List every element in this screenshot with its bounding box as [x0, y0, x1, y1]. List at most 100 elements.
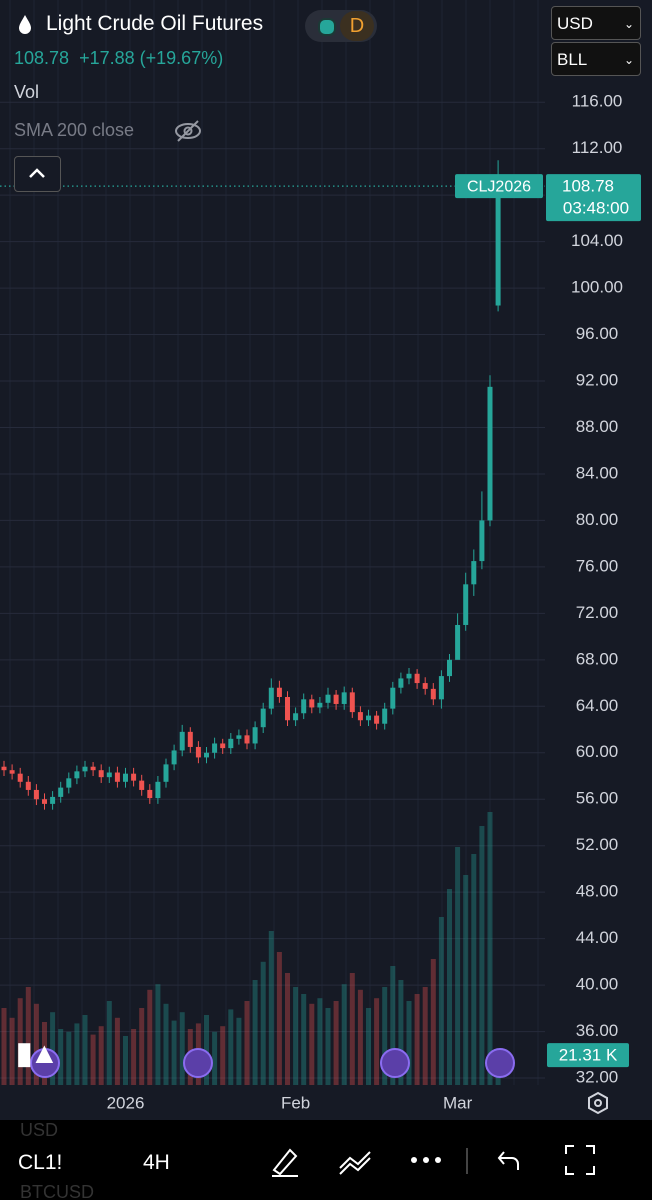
- volume-bar: [309, 1003, 315, 1085]
- volume-bar: [220, 1026, 226, 1085]
- chart: 32.00 36.00 40.00 44.00 48.00 52.00 56.00 60.00…: [0, 0, 652, 1120]
- candle-body: [33, 789, 39, 800]
- drop-icon: [19, 15, 31, 34]
- volume-bar: [398, 980, 404, 1085]
- volume-bar: [479, 826, 485, 1085]
- symbol-tag: [455, 174, 543, 199]
- candle-body: [155, 781, 161, 799]
- candle-body: [341, 692, 347, 704]
- candle-body: [25, 781, 31, 790]
- candle-body: [455, 624, 461, 660]
- volume-bar: [414, 994, 420, 1085]
- y-tick-label: 76.00: [576, 556, 619, 575]
- volume-bar: [301, 994, 307, 1085]
- plot-bg: [0, 0, 652, 1120]
- candle-body: [317, 702, 323, 708]
- x-tick-label: Mar: [443, 1093, 473, 1112]
- event-marker[interactable]: [380, 1048, 410, 1078]
- y-tick-label: 72.00: [576, 603, 619, 622]
- volume-bar: [9, 1017, 15, 1085]
- settings-icon[interactable]: [588, 1091, 608, 1115]
- candle-body: [171, 750, 177, 765]
- sma-indicator[interactable]: SMA 200 close: [14, 120, 135, 140]
- y-tick-label: 100.00: [571, 278, 623, 297]
- volume-bar: [260, 961, 266, 1085]
- vol-indicator[interactable]: Vol: [14, 82, 40, 102]
- unit-select[interactable]: BLL ⌄: [551, 42, 641, 76]
- more-icon[interactable]: [408, 1150, 444, 1170]
- candle-body: [357, 712, 363, 721]
- volume-bar: [123, 1036, 128, 1085]
- candle-body: [98, 770, 104, 778]
- candle-body: [268, 687, 274, 709]
- settings-icon-dot: [594, 1099, 602, 1107]
- volume-bar: [366, 1008, 371, 1085]
- interval-badge: D: [340, 11, 374, 41]
- volume-bar: [33, 1003, 39, 1085]
- candle-body: [301, 699, 307, 714]
- candle-body: [390, 687, 396, 709]
- candle-body: [430, 688, 436, 700]
- volume-bar: [171, 1020, 177, 1085]
- candle-body: [42, 799, 47, 804]
- volume-bar: [252, 980, 258, 1085]
- volume-bar: [349, 973, 355, 1085]
- candle-body: [406, 673, 412, 679]
- candle-body: [195, 746, 201, 758]
- candle-body: [114, 772, 120, 782]
- candle-body: [9, 770, 15, 774]
- symbol-tag-text: CLJ2026: [467, 178, 531, 195]
- volume-bar: [325, 1008, 331, 1085]
- volume-bar: [471, 854, 477, 1085]
- volume-bar: [333, 1001, 339, 1085]
- event-marker[interactable]: [485, 1048, 515, 1078]
- price-tag: [546, 174, 641, 222]
- candle-body: [276, 687, 282, 698]
- candle-body: [447, 659, 452, 677]
- x-tick-label: Feb: [281, 1093, 310, 1112]
- change: +17.88: [79, 48, 135, 68]
- volume-bar: [293, 987, 299, 1085]
- volume-tag-text: 21.31 K: [559, 1046, 618, 1065]
- undo-icon[interactable]: [496, 1146, 522, 1174]
- toolbar-interval[interactable]: 4H: [143, 1151, 170, 1174]
- symbol-title[interactable]: Light Crude Oil Futures: [46, 12, 264, 35]
- volume-bar: [463, 875, 469, 1085]
- collapse-button[interactable]: [14, 156, 61, 192]
- candle-body: [398, 678, 404, 688]
- compare-icon[interactable]: [338, 1144, 372, 1178]
- divider: [466, 1148, 468, 1174]
- event-marker[interactable]: [183, 1048, 213, 1078]
- volume-bar: [147, 989, 153, 1085]
- countdown-text: 03:48:00: [563, 199, 629, 218]
- volume-bar: [179, 1012, 185, 1085]
- y-tick-label: 44.00: [576, 928, 619, 947]
- volume-bar: [341, 984, 347, 1085]
- candle-body: [293, 713, 299, 721]
- volume-bar: [155, 984, 161, 1085]
- volume-bar: [422, 987, 428, 1085]
- volume-bar: [430, 959, 436, 1085]
- currency-select[interactable]: USD ⌄: [551, 6, 641, 40]
- volume-bar: [114, 1017, 120, 1085]
- candle-body: [212, 743, 218, 753]
- volume-bar: [285, 973, 290, 1085]
- draw-icon[interactable]: [268, 1144, 302, 1178]
- toolbar-symbol[interactable]: CL1!: [18, 1151, 63, 1174]
- volume-bar: [163, 1003, 169, 1085]
- y-tick-label: 96.00: [576, 324, 619, 343]
- volume-bar: [25, 987, 31, 1085]
- candle-body: [366, 715, 371, 721]
- event-marker[interactable]: [30, 1048, 60, 1078]
- volume-bar: [487, 812, 493, 1085]
- volume-bar: [17, 998, 23, 1085]
- y-tick-label: 68.00: [576, 649, 619, 668]
- y-tick-label: 56.00: [576, 789, 619, 808]
- candle-body: [90, 766, 96, 771]
- hide-icon[interactable]: [173, 118, 203, 144]
- y-tick-label: 104.00: [571, 231, 623, 250]
- candle-body: [471, 561, 477, 585]
- volume-bar: [455, 847, 461, 1085]
- fullscreen-icon[interactable]: [564, 1144, 596, 1176]
- candle-body: [479, 520, 485, 562]
